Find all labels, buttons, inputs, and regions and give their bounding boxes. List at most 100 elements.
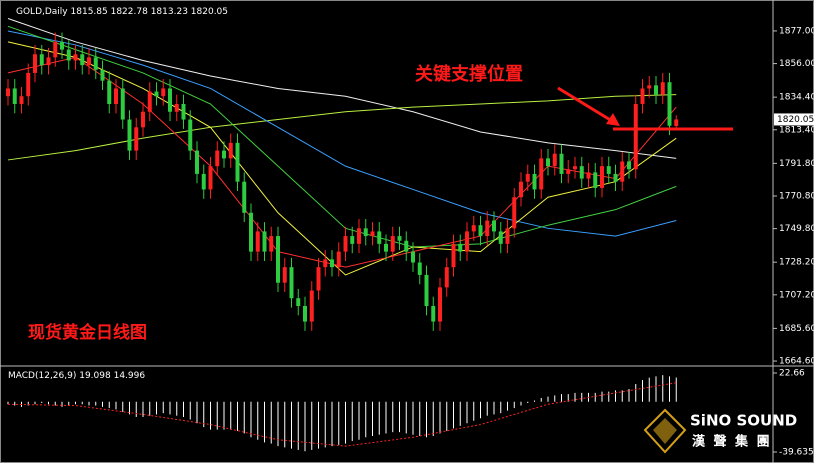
candle-body (228, 142, 233, 159)
candle-body (384, 243, 388, 252)
candle-body (195, 150, 199, 174)
y-tick-label: -39.635 (779, 447, 814, 457)
macd-value: 19.098 (79, 371, 111, 381)
candle-body (492, 220, 496, 232)
candle-body (80, 54, 85, 66)
candle-body (519, 181, 523, 198)
annotation: 关键支撑位置 (415, 63, 523, 85)
candle-body (120, 88, 125, 120)
candle-body (235, 142, 240, 182)
header-close: 1820.05 (191, 7, 228, 17)
candle-body (330, 259, 334, 268)
candle-body (19, 96, 24, 104)
candle-body (539, 158, 544, 190)
candle-body (147, 91, 152, 112)
candle-body (546, 158, 550, 167)
candle-body (559, 153, 564, 174)
moving-average (7, 41, 677, 276)
candle-body (188, 119, 193, 151)
candle-body (485, 220, 490, 237)
candle-body (458, 243, 463, 252)
candle-body (255, 231, 260, 252)
candle-body (249, 212, 253, 252)
candle-body (444, 267, 449, 288)
candle-body (343, 236, 348, 252)
candle-body (660, 82, 665, 95)
chart-header: GOLD,Daily 1815.85 1822.78 1813.23 1820.… (16, 7, 228, 17)
candle-body (215, 150, 220, 167)
candle-body (46, 57, 51, 66)
candle-body (53, 41, 58, 58)
candle-body (586, 172, 591, 179)
candle-body (269, 236, 274, 252)
candle-body (323, 259, 328, 268)
candle-body (573, 166, 577, 170)
candle-body (33, 54, 37, 73)
header-low: 1813.23 (151, 7, 188, 17)
candle-body (60, 41, 64, 50)
y-tick-label: 1749.80 (779, 224, 814, 234)
candle-body (424, 274, 429, 307)
logo-inner (653, 418, 677, 444)
candle-body (600, 166, 604, 188)
y-tick-label: 1813.40 (779, 125, 814, 135)
moving-average (7, 94, 677, 161)
candle-body (73, 54, 78, 61)
candle-body (296, 298, 301, 307)
y-tick-label: 1685.60 (779, 324, 814, 334)
candle-body (357, 228, 361, 244)
signal-value: 14.996 (114, 371, 146, 381)
candle-body (552, 153, 557, 167)
brand-chinese: 漢 聲 集 團 (692, 434, 772, 450)
candle-body (303, 306, 307, 322)
candle-body (174, 103, 179, 112)
candle-body (316, 267, 321, 291)
candle-body (201, 173, 206, 190)
annotation: 现货黄金日线图 (28, 322, 147, 343)
candle-body (12, 88, 17, 104)
candle-body (390, 236, 395, 252)
candle-body (350, 236, 355, 244)
candle-body (208, 166, 213, 190)
candle-body (242, 181, 247, 213)
candle-body (134, 127, 139, 151)
candle-body (100, 69, 105, 81)
candle-body (566, 169, 571, 174)
arrow-shaft (557, 86, 613, 123)
candle-body (647, 85, 652, 89)
y-tick-label: 1834.40 (779, 93, 814, 103)
candle-body (93, 57, 98, 70)
y-tick-label: 1877.00 (779, 26, 814, 36)
candle-body (39, 54, 44, 66)
candle-body (451, 243, 456, 268)
candle-body (141, 111, 145, 128)
moving-average (7, 30, 677, 237)
candle-body (674, 119, 679, 126)
candle-body (411, 251, 415, 263)
candle-body (438, 287, 442, 322)
candle-body (505, 228, 510, 244)
logo (643, 408, 687, 454)
y-tick-label: 1664.60 (779, 357, 814, 367)
y-tick-label: 1707.20 (779, 290, 814, 300)
candle-body (640, 88, 645, 104)
candle-body (181, 103, 186, 120)
candle-body (654, 85, 658, 95)
candle-body (107, 80, 112, 104)
candle-body (26, 72, 31, 97)
candle-body (498, 231, 503, 244)
candle-body (431, 306, 436, 322)
candle-body (417, 262, 422, 275)
candle-body (66, 49, 71, 61)
symbol: GOLD,Daily (16, 7, 68, 17)
candle-body (478, 225, 483, 237)
watermark: SiNO SOUND 漢 聲 集 團 (643, 408, 797, 454)
header-open: 1815.85 (71, 7, 108, 17)
candle-body (397, 236, 402, 241)
candle-body (309, 290, 314, 322)
candle-body (512, 197, 517, 229)
candle-body (114, 88, 118, 104)
y-tick-label: 1770.80 (779, 191, 814, 201)
